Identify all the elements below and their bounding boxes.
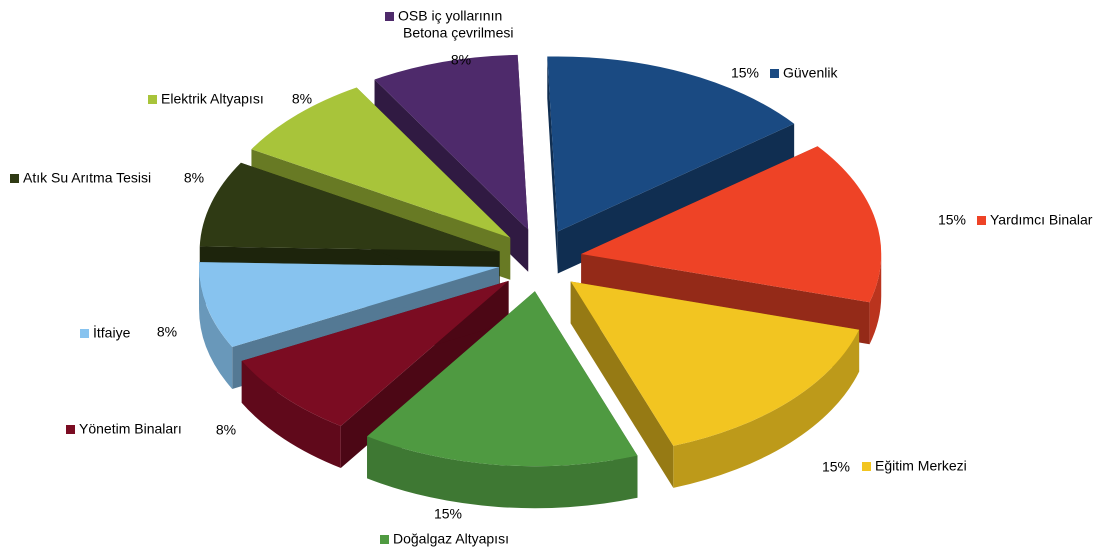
pie-slice — [367, 291, 638, 509]
pie-slice-top — [547, 56, 795, 232]
pie-slice-top — [374, 54, 529, 230]
legend-square-icon — [977, 216, 986, 225]
pie-category-label: Eğitim Merkezi — [875, 458, 967, 474]
pie-slice-top — [581, 146, 882, 303]
pie-slice-wall — [869, 253, 882, 345]
pie-slice-wall — [673, 329, 860, 488]
pie-category-label: İtfaiye — [93, 324, 131, 341]
pie-category-label: Doğalgaz Altyapısı — [393, 531, 509, 547]
legend-square-icon — [80, 329, 89, 338]
pie-slice-wall — [241, 360, 341, 468]
pie-slice-top — [251, 87, 511, 238]
pie-category-label: Yönetim Binaları — [79, 421, 182, 437]
pie-value-label: 15% — [731, 65, 759, 81]
pie-category-label: Elektrik Altyapısı — [161, 91, 264, 107]
pie-category-label: Atık Su Arıtma Tesisi — [23, 170, 151, 186]
pie-slice-top — [570, 281, 860, 446]
pie-slice — [547, 56, 795, 274]
pie-slice-top — [241, 280, 509, 426]
legend-square-icon — [66, 425, 75, 434]
pie-category-label: Betona çevrilmesi — [403, 25, 514, 41]
pie-category-label: Yardımcı Binalar — [990, 212, 1093, 228]
pie-value-label: 8% — [292, 91, 312, 107]
pie-value-label: 8% — [451, 52, 471, 68]
pie-value-label: 15% — [938, 212, 966, 228]
pie-slice — [570, 281, 860, 488]
legend-square-icon — [862, 462, 871, 471]
pie-value-label: 15% — [822, 459, 850, 475]
pie-value-label: 8% — [216, 422, 236, 438]
pie-slice-wall — [199, 266, 233, 389]
legend-square-icon — [380, 535, 389, 544]
pie-value-label: 8% — [184, 170, 204, 186]
pie-category-label: Güvenlik — [783, 65, 838, 81]
pie-slice-top — [199, 262, 500, 347]
pie-slice-side — [570, 281, 674, 488]
pie-slice-top — [367, 291, 638, 467]
pie-slice-top — [199, 162, 500, 252]
legend-square-icon — [385, 12, 394, 21]
pie-slice-side — [547, 56, 558, 274]
pie-slice-wall — [367, 436, 638, 509]
legend-square-icon — [10, 174, 19, 183]
legend-square-icon — [770, 69, 779, 78]
pie-value-label: 8% — [157, 324, 177, 340]
pie-value-label: 15% — [434, 506, 462, 522]
legend-square-icon — [148, 95, 157, 104]
pie-slice — [241, 280, 509, 468]
pie-slice-side — [557, 123, 795, 274]
pie-category-label: OSB iç yollarının — [398, 8, 502, 24]
